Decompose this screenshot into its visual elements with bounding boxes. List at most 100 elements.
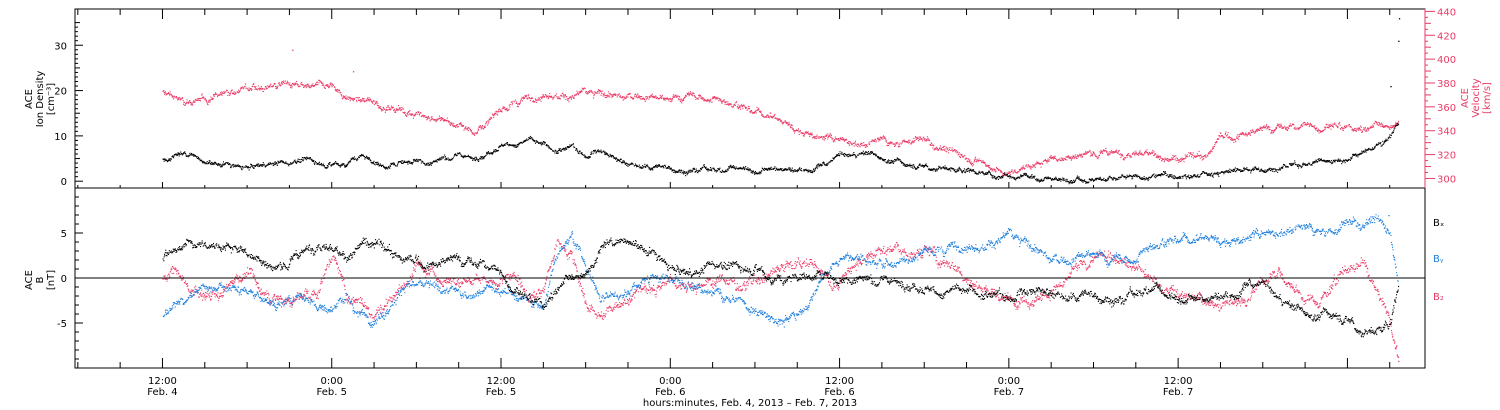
data-point <box>1090 180 1092 182</box>
data-point <box>464 154 466 156</box>
data-point <box>1028 176 1030 178</box>
data-point <box>1065 156 1067 158</box>
data-point <box>989 166 991 168</box>
data-point <box>1067 156 1069 158</box>
data-point <box>1032 177 1034 179</box>
data-point <box>448 120 450 122</box>
data-point <box>605 154 607 156</box>
data-point <box>792 171 794 173</box>
data-point <box>564 95 566 97</box>
data-point <box>715 97 717 99</box>
data-point <box>203 162 205 164</box>
data-point <box>681 102 683 104</box>
data-point <box>747 168 749 170</box>
data-point <box>271 163 273 165</box>
data-point <box>896 157 898 159</box>
data-point <box>759 110 761 112</box>
data-point <box>1271 130 1273 132</box>
data-point <box>392 107 394 109</box>
data-point <box>879 139 881 141</box>
data-point <box>190 104 192 106</box>
data-point <box>338 89 340 91</box>
data-point <box>1011 169 1013 171</box>
data-point <box>507 144 509 146</box>
data-point <box>617 158 619 160</box>
data-point <box>1219 136 1221 138</box>
data-point <box>448 121 450 123</box>
data-point <box>936 168 938 170</box>
data-point <box>636 166 638 168</box>
data-point <box>446 117 448 119</box>
data-point <box>251 164 253 166</box>
data-point <box>1023 174 1025 176</box>
data-point <box>777 168 779 170</box>
data-point <box>855 157 857 159</box>
data-point <box>438 115 440 117</box>
data-point <box>400 160 402 162</box>
data-point <box>187 103 189 105</box>
data-point <box>418 114 420 116</box>
data-point <box>207 100 209 102</box>
data-point <box>1084 179 1086 181</box>
data-point <box>907 141 909 143</box>
data-point <box>999 177 1001 179</box>
data-point <box>971 162 973 164</box>
data-point <box>290 85 292 87</box>
data-point <box>512 144 514 146</box>
data-point <box>462 125 464 127</box>
data-point <box>493 149 495 151</box>
data-point <box>675 171 677 173</box>
data-point <box>854 140 856 142</box>
data-point <box>388 109 390 111</box>
data-point <box>679 98 681 100</box>
data-point <box>904 165 906 167</box>
data-point <box>628 164 630 166</box>
data-point <box>533 139 535 141</box>
data-point <box>706 169 708 171</box>
data-point <box>306 157 308 159</box>
data-point <box>659 164 661 166</box>
data-point <box>869 154 871 156</box>
data-point <box>784 168 786 170</box>
data-point <box>891 142 893 144</box>
data-point <box>744 167 746 169</box>
data-point <box>678 95 680 97</box>
data-point <box>1033 176 1035 178</box>
data-point <box>530 138 532 140</box>
data-point <box>499 146 501 148</box>
data-point <box>282 82 284 84</box>
data-point <box>1110 150 1112 152</box>
data-point <box>984 162 986 164</box>
data-point <box>1024 174 1026 176</box>
data-point <box>698 170 700 172</box>
data-point <box>1059 160 1061 162</box>
data-point <box>971 170 973 172</box>
data-point <box>323 86 325 88</box>
data-point <box>599 89 601 91</box>
data-point <box>479 126 481 128</box>
data-point <box>1159 155 1161 157</box>
data-point <box>188 155 190 157</box>
data-point <box>622 162 624 164</box>
data-point <box>599 150 601 152</box>
data-point <box>1308 125 1310 127</box>
data-point <box>333 163 335 165</box>
data-point <box>429 120 431 122</box>
data-point <box>1391 126 1393 128</box>
data-point <box>591 153 593 155</box>
data-point <box>1385 126 1387 128</box>
data-point <box>748 106 750 108</box>
data-point <box>897 159 899 161</box>
data-point <box>1354 130 1356 132</box>
data-point <box>947 169 949 171</box>
data-point <box>535 141 537 143</box>
data-point <box>599 91 601 93</box>
data-point <box>686 92 688 94</box>
data-point <box>569 144 571 146</box>
data-point <box>1273 131 1275 133</box>
data-point <box>278 82 280 84</box>
data-point <box>571 96 573 98</box>
data-point <box>1050 157 1052 159</box>
data-point <box>221 165 223 167</box>
data-point <box>209 160 211 162</box>
